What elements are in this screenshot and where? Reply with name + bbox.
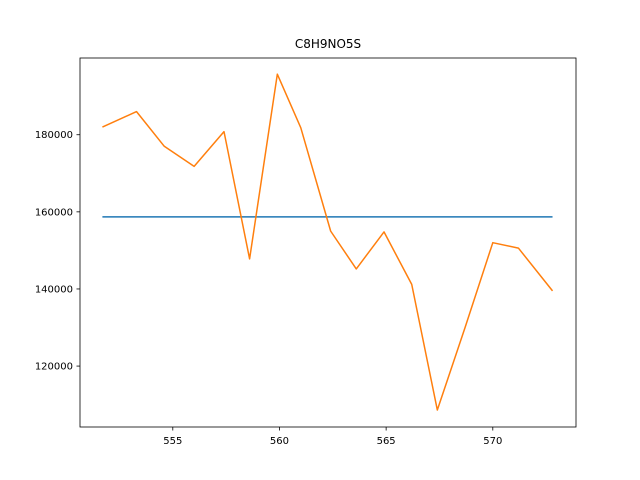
series-layer (102, 73, 554, 411)
x-tick-label: 555 (163, 436, 182, 447)
y-tick-label: 160000 (35, 207, 73, 218)
x-axis: 555 560 565 570 (163, 427, 502, 447)
y-tick-label: 120000 (35, 362, 73, 373)
y-tick-label: 140000 (35, 284, 73, 295)
x-tick-label: 570 (483, 436, 502, 447)
x-tick-label: 560 (270, 436, 289, 447)
y-axis: 120000 140000 160000 180000 (35, 130, 80, 373)
y-tick-label: 180000 (35, 130, 73, 141)
x-tick-label: 565 (377, 436, 396, 447)
chart-title: C8H9NO5S (295, 37, 361, 51)
plot-frame (79, 57, 577, 428)
series-line-2 (102, 73, 554, 411)
